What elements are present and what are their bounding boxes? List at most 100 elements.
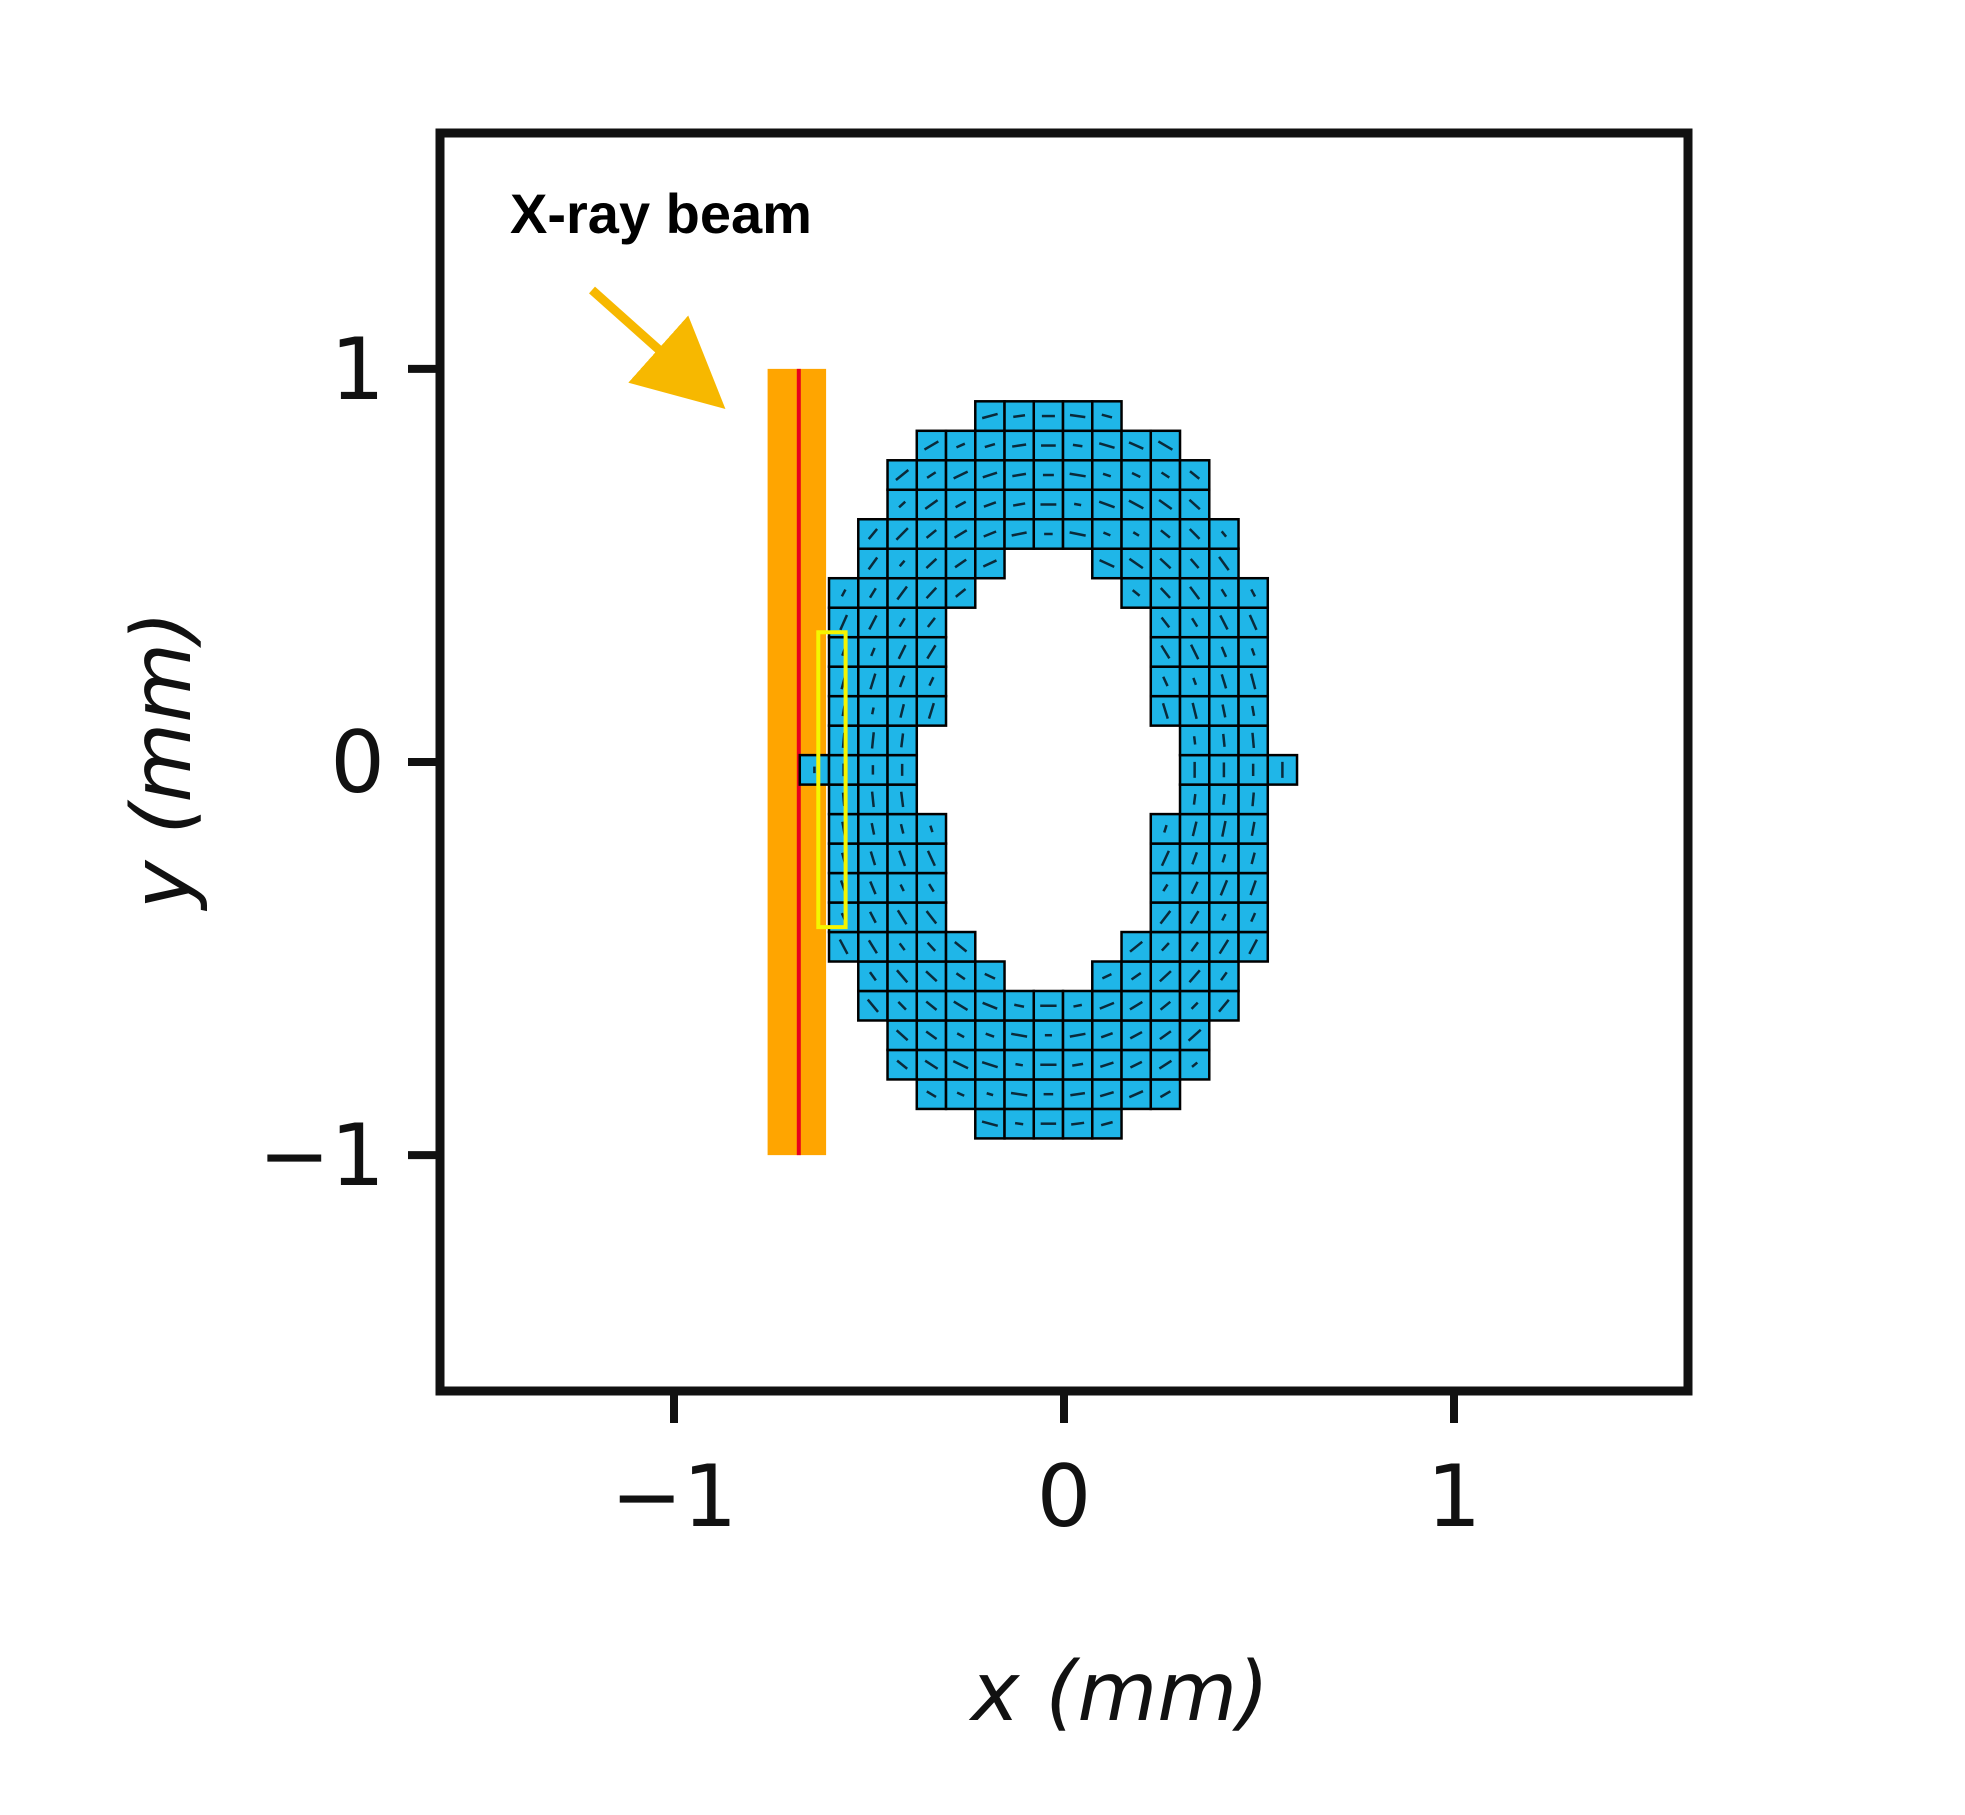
voxel [1149,488,1182,521]
voxel [974,517,1006,550]
voxel [944,960,977,993]
voxel [886,989,919,1022]
voxel [944,459,977,492]
voxel [944,989,977,1022]
voxel [1032,1048,1065,1081]
voxel [1178,517,1211,550]
voxel [1208,842,1240,875]
voxel [1091,1078,1123,1111]
voxel [1091,960,1123,993]
voxel [886,842,919,875]
voxel [944,547,977,580]
voxel [886,1019,919,1052]
voxel [1091,517,1123,550]
voxel [857,812,889,845]
plot-area [767,368,1299,1156]
voxel [857,783,889,816]
voxel [1120,1048,1153,1081]
voxel [1237,871,1270,904]
voxel [1208,606,1240,639]
voxel [1061,1019,1094,1052]
voxel [1032,429,1065,462]
voxel [1003,400,1036,433]
voxel [915,694,948,727]
voxel [1149,665,1182,698]
voxel [886,576,919,609]
voxel [857,989,889,1022]
voxel [886,606,919,639]
voxel [1120,429,1153,462]
voxel [1178,606,1211,639]
voxel [915,606,948,639]
voxel [1149,547,1182,580]
voxel [915,459,948,492]
voxel [1208,783,1240,816]
voxel [974,429,1006,462]
voxel [1149,694,1182,727]
voxel [915,812,948,845]
voxel [857,901,889,934]
voxel [915,635,948,668]
voxel [915,871,948,904]
voxel [1091,547,1123,580]
voxel [1178,812,1211,845]
voxel [1178,547,1211,580]
voxel [1149,989,1182,1022]
voxel [1149,576,1182,609]
voxel [886,694,919,727]
voxel [1091,1107,1123,1140]
voxel [915,901,948,934]
voxel [1178,635,1211,668]
voxel [974,547,1006,580]
voxel [1149,635,1182,668]
voxel [886,635,919,668]
voxel [915,547,948,580]
voxel [886,960,919,993]
voxel [974,400,1006,433]
voxel [1061,400,1094,433]
voxel [1178,960,1211,993]
voxel [1178,871,1211,904]
voxel [944,488,977,521]
voxel [1061,429,1094,462]
voxel [1237,694,1270,727]
voxel [1149,606,1182,639]
voxel [857,665,889,698]
voxel [1120,1078,1153,1111]
voxel [1061,1048,1094,1081]
voxel [798,753,831,786]
y-axis-label: y (mm) [115,611,210,912]
voxel [915,576,948,609]
voxel [944,1048,977,1081]
voxel [915,960,948,993]
y-tick-label: −1 [258,1106,385,1206]
voxel [1237,930,1270,963]
voxel [1237,753,1270,786]
voxel [1120,960,1153,993]
voxel [1003,488,1036,521]
voxel [886,812,919,845]
voxel [1091,989,1123,1022]
x-ray-beam-annotation: X-ray beam [510,182,812,245]
voxel [1178,724,1211,757]
highlight-box [816,630,848,930]
voxel [1032,1078,1065,1111]
voxel [1208,901,1240,934]
voxel [857,930,889,963]
voxel [886,517,919,550]
voxel [886,724,919,757]
voxel [915,517,948,550]
voxel [886,871,919,904]
voxel [1178,842,1211,875]
voxel [857,517,889,550]
voxel [1208,960,1240,993]
voxel [1237,606,1270,639]
voxel [1091,429,1123,462]
voxel [1003,429,1036,462]
voxel [1032,400,1065,433]
voxel [1032,1107,1065,1140]
voxel [1003,989,1036,1022]
voxel [857,694,889,727]
voxel [944,429,977,462]
voxel [1091,459,1123,492]
